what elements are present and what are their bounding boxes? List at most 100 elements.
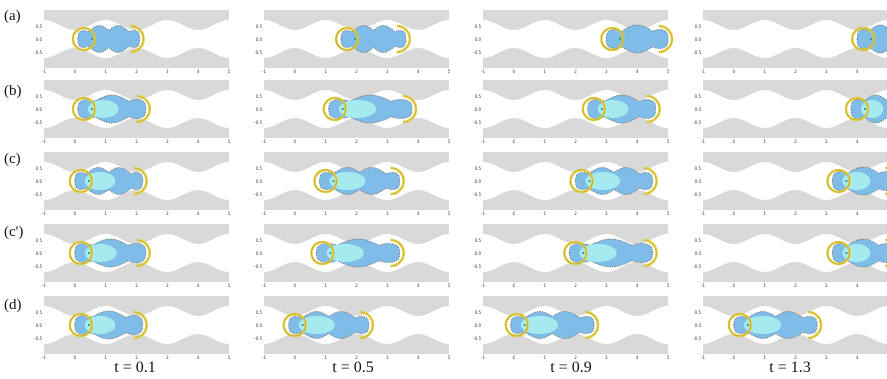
center-marker bbox=[619, 38, 622, 40]
channel-wall-top bbox=[703, 152, 887, 172]
x-tick-label: 3 bbox=[605, 139, 608, 144]
x-tick-label: 5 bbox=[448, 355, 451, 360]
y-tick-label: 0.5 bbox=[256, 166, 263, 171]
left-ring-outline bbox=[314, 169, 337, 193]
center-marker bbox=[845, 180, 848, 182]
x-tick-label: 1 bbox=[104, 355, 107, 360]
x-tick-label: 2 bbox=[355, 355, 358, 360]
center-marker bbox=[301, 324, 304, 326]
right-arc-dots bbox=[658, 25, 673, 53]
channel-wall-bottom bbox=[264, 334, 449, 354]
x-tick-label: -1 bbox=[262, 355, 266, 360]
left-ring-outline bbox=[505, 313, 529, 337]
center-marker bbox=[523, 324, 526, 326]
y-tick-label: 0.0 bbox=[695, 323, 702, 328]
channel-wall-top bbox=[703, 296, 887, 316]
y-tick-label: 0.0 bbox=[695, 179, 702, 184]
x-tick-label: 4 bbox=[856, 69, 859, 74]
y-tick-label: -0.5 bbox=[254, 336, 262, 341]
x-tick-label: 5 bbox=[448, 139, 451, 144]
x-tick-label: 4 bbox=[636, 139, 639, 144]
x-tick-label: 0 bbox=[74, 69, 77, 74]
y-tick-label: 0.0 bbox=[475, 179, 482, 184]
droplet-light-region bbox=[84, 244, 117, 262]
panel-grid: -1 0 1 2 3 4 5 0.5 0.0 -0.5 -1 0 1 2 3 4 5 0.5 0.0 -0.5 -1 0 1… bbox=[34, 10, 887, 360]
x-tick-label: 0 bbox=[733, 211, 736, 216]
x-tick-label: 3 bbox=[166, 283, 169, 288]
y-tick-label: -0.5 bbox=[693, 120, 701, 125]
y-tick-label: -0.5 bbox=[473, 264, 481, 269]
left-ring-outline bbox=[845, 97, 869, 121]
x-tick-label: 2 bbox=[574, 69, 577, 74]
x-tick-label: 1 bbox=[324, 211, 327, 216]
x-tick-label: 1 bbox=[543, 355, 546, 360]
droplet-light-region bbox=[87, 100, 119, 118]
left-ring-outline bbox=[323, 97, 347, 121]
x-tick-label: 5 bbox=[448, 69, 451, 74]
x-tick-label: 0 bbox=[513, 355, 516, 360]
x-tick-label: 2 bbox=[794, 139, 797, 144]
x-tick-label: 2 bbox=[355, 211, 358, 216]
y-tick-label: -0.5 bbox=[254, 50, 262, 55]
x-tick-label: 1 bbox=[543, 69, 546, 74]
channel-wall-bottom bbox=[483, 334, 668, 354]
x-tick-label: 3 bbox=[386, 139, 389, 144]
row-label-a: (a) bbox=[4, 8, 21, 24]
y-tick-label: 0.0 bbox=[36, 251, 43, 256]
x-tick-label: 2 bbox=[135, 211, 138, 216]
x-tick-label: 1 bbox=[763, 355, 766, 360]
channel-wall-bottom bbox=[44, 118, 229, 138]
x-tick-label: 2 bbox=[574, 139, 577, 144]
droplet-light-region bbox=[579, 244, 617, 262]
channel-wall-bottom bbox=[703, 190, 887, 210]
x-tick-label: 5 bbox=[228, 283, 231, 288]
x-tick-label: 3 bbox=[386, 211, 389, 216]
y-tick-label: -0.5 bbox=[34, 192, 42, 197]
x-tick-label: 0 bbox=[74, 139, 77, 144]
left-ring-outline bbox=[728, 313, 752, 337]
x-tick-label: 3 bbox=[605, 355, 608, 360]
left-ring-outline bbox=[851, 27, 875, 51]
x-tick-label: 0 bbox=[513, 139, 516, 144]
x-tick-label: 4 bbox=[197, 355, 200, 360]
channel-wall-bottom bbox=[44, 48, 229, 68]
y-tick-label: 0.5 bbox=[256, 94, 263, 99]
left-ring-outline bbox=[570, 169, 593, 193]
right-arc-dots bbox=[402, 95, 417, 123]
y-tick-label: -0.5 bbox=[34, 336, 42, 341]
left-ring-outline bbox=[69, 313, 93, 337]
x-tick-label: 0 bbox=[513, 211, 516, 216]
x-tick-label: 1 bbox=[763, 69, 766, 74]
y-tick-label: -0.5 bbox=[473, 336, 481, 341]
y-tick-label: 0.5 bbox=[36, 94, 43, 99]
y-tick-label: 0.5 bbox=[256, 310, 263, 315]
x-tick-label: 3 bbox=[386, 69, 389, 74]
x-tick-label: 0 bbox=[513, 283, 516, 288]
y-tick-label: -0.5 bbox=[473, 50, 481, 55]
time-label-col4: t = 1.3 bbox=[769, 359, 810, 376]
x-tick-label: 4 bbox=[417, 139, 420, 144]
x-tick-label: -1 bbox=[42, 211, 46, 216]
channel-wall-bottom bbox=[483, 190, 668, 210]
x-tick-label: 2 bbox=[794, 355, 797, 360]
y-tick-label: 0.5 bbox=[256, 24, 263, 29]
center-marker bbox=[329, 252, 332, 254]
right-arc-dots bbox=[133, 311, 148, 339]
center-marker bbox=[870, 38, 873, 40]
y-tick-label: 0.0 bbox=[256, 179, 263, 184]
x-tick-label: 0 bbox=[733, 355, 736, 360]
x-tick-label: -1 bbox=[42, 139, 46, 144]
x-tick-label: 1 bbox=[324, 139, 327, 144]
x-tick-label: 3 bbox=[166, 139, 169, 144]
x-tick-label: 3 bbox=[825, 139, 828, 144]
x-tick-label: 3 bbox=[605, 211, 608, 216]
x-tick-label: 5 bbox=[667, 283, 670, 288]
y-tick-label: 0.5 bbox=[695, 24, 702, 29]
droplet-light-region bbox=[743, 316, 782, 334]
